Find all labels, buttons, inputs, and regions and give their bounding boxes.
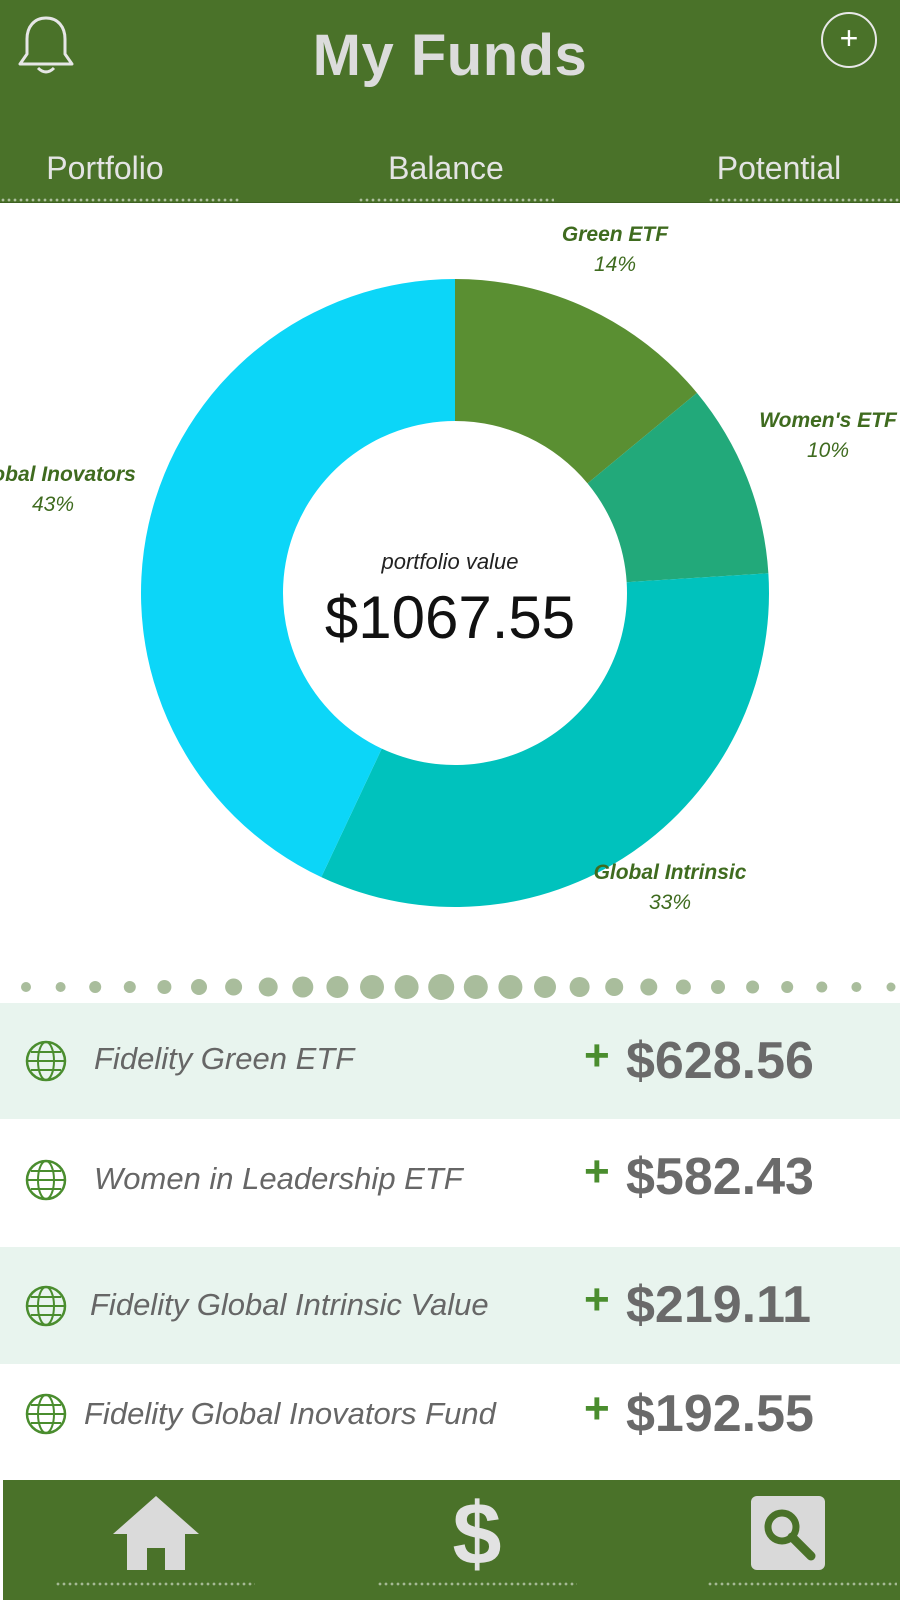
pagination-dot <box>534 976 556 998</box>
pagination-dot <box>292 976 314 998</box>
pagination-dot <box>225 978 243 996</box>
pagination-dot <box>157 980 172 994</box>
gain-indicator: + <box>584 1031 610 1080</box>
fund-row[interactable]: Fidelity Global Intrinsic Value + $219.1… <box>0 1247 900 1364</box>
pagination-dot <box>258 977 278 997</box>
tab-portfolio[interactable]: Portfolio <box>0 150 240 202</box>
slice-label-global-intrinsic: Global Intrinsic 33% <box>593 861 747 914</box>
pagination-dot <box>360 975 384 999</box>
pagination-dot <box>428 974 455 1000</box>
pagination-dot <box>191 979 207 995</box>
slice-label-green-etf: Green ETF 14% <box>561 223 669 276</box>
pagination-dot <box>21 982 31 992</box>
pagination-dot <box>816 981 828 993</box>
fund-row[interactable]: Fidelity Global Inovators Fund + $192.55 <box>0 1364 900 1480</box>
pagination-dot <box>851 982 862 992</box>
dollar-icon: $ <box>452 1484 502 1583</box>
pagination-dots <box>21 974 896 1000</box>
pagination-dot <box>569 977 590 997</box>
pagination-dot <box>394 975 419 999</box>
portfolio-value: $1067.55 <box>324 584 576 651</box>
globe-icon <box>25 1040 67 1082</box>
fund-name: Fidelity Global Intrinsic Value <box>90 1287 489 1322</box>
globe-icon <box>25 1285 67 1327</box>
tab-underline <box>358 198 554 202</box>
pagination-dot <box>89 981 102 993</box>
app-header: My Funds + Portfolio Balance Potential <box>0 0 900 203</box>
globe-icon <box>25 1393 67 1435</box>
pagination-dot <box>498 975 523 999</box>
nav-search[interactable] <box>707 1480 897 1600</box>
globe-icon <box>25 1159 67 1201</box>
search-icon <box>751 1496 825 1570</box>
tab-underline <box>0 198 240 202</box>
fund-row[interactable]: Fidelity Green ETF + $628.56 <box>0 1003 900 1119</box>
fund-row[interactable]: Women in Leadership ETF + $582.43 <box>0 1119 900 1247</box>
fund-amount: $192.55 <box>626 1385 814 1443</box>
tab-potential[interactable]: Potential <box>704 150 900 202</box>
fund-amount: $628.56 <box>626 1032 814 1090</box>
portfolio-value-caption: portfolio value <box>381 549 519 574</box>
pagination-dot <box>746 980 760 994</box>
add-fund-button[interactable]: + <box>821 12 877 68</box>
tab-balance[interactable]: Balance <box>358 150 554 202</box>
nav-funds[interactable]: $ <box>377 1480 577 1600</box>
pagination-dot <box>605 978 624 996</box>
page-title: My Funds <box>312 23 588 88</box>
gain-indicator: + <box>584 1147 610 1196</box>
fund-name: Fidelity Global Inovators Fund <box>84 1396 496 1431</box>
tab-underline <box>708 198 900 202</box>
fund-amount: $219.11 <box>626 1276 812 1334</box>
portfolio-chart: portfolio value $1067.55 Green ETF 14% W… <box>0 203 900 963</box>
slice-global-inovators[interactable] <box>141 279 455 878</box>
bell-icon[interactable] <box>14 12 78 76</box>
slice-global-intrinsic[interactable] <box>321 573 769 907</box>
nav-underline <box>707 1582 897 1586</box>
pagination-dot <box>463 975 488 999</box>
slice-womens-etf[interactable] <box>587 392 769 583</box>
pagination-dot <box>55 982 66 992</box>
fund-amount: $582.43 <box>626 1148 814 1206</box>
gain-indicator: + <box>584 1275 610 1324</box>
nav-home[interactable] <box>55 1480 255 1600</box>
slice-label-womens-etf: Women's ETF 10% <box>759 409 897 462</box>
pagination-dot <box>123 981 136 993</box>
pagination-dot <box>326 976 349 998</box>
fund-name: Fidelity Green ETF <box>94 1041 355 1076</box>
fund-name: Women in Leadership ETF <box>94 1161 463 1196</box>
donut-chart <box>141 279 769 907</box>
home-icon <box>113 1496 199 1570</box>
nav-underline <box>377 1582 577 1586</box>
pagination-dot <box>640 978 658 996</box>
nav-underline <box>55 1582 255 1586</box>
plus-circle-icon: + <box>839 20 859 56</box>
slice-label-global-inovators: Global Inovators 43% <box>0 463 136 516</box>
slice-green-etf[interactable] <box>455 279 697 484</box>
bottom-nav: $ <box>3 1480 900 1600</box>
pagination-dot <box>711 980 725 994</box>
gain-indicator: + <box>584 1384 610 1433</box>
pagination-dot <box>886 982 896 992</box>
pagination-dot <box>781 981 794 993</box>
pagination-dot <box>675 979 691 995</box>
